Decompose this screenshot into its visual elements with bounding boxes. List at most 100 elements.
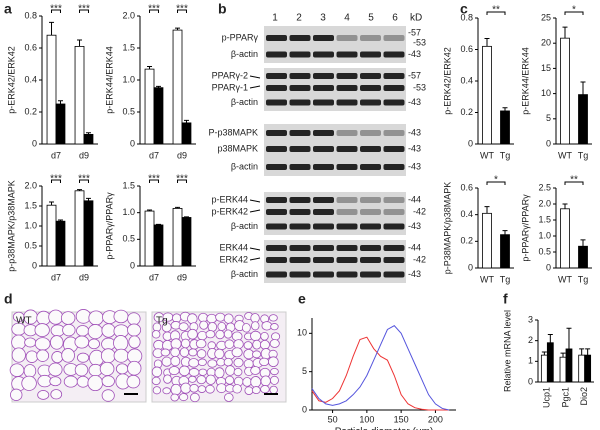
- y-tick-label: 0: [546, 138, 551, 148]
- y-tick-label: 1.5: [122, 180, 135, 190]
- adipocyte: [162, 387, 171, 395]
- bar: [500, 110, 510, 145]
- y-tick-label: 0.6: [460, 44, 473, 54]
- adipocyte: [224, 393, 234, 402]
- y-tick-label: 2: [528, 335, 533, 345]
- y-tick-label: 0.5: [24, 240, 37, 250]
- error-bar: [502, 230, 508, 235]
- blot-band: [336, 146, 358, 152]
- row-label: p38MAPK: [217, 143, 258, 153]
- bar: [181, 122, 192, 145]
- row-label: PPARγ-2: [212, 70, 248, 80]
- y-tick-label: 1: [528, 356, 533, 366]
- significance-label: **: [492, 5, 500, 16]
- error-bar: [147, 66, 153, 70]
- x-tick-label: Pgc1: [560, 387, 570, 408]
- unit-label: kD: [410, 13, 422, 24]
- adipocyte: [87, 338, 101, 350]
- bar: [578, 245, 588, 269]
- row-label: p-ERK44: [211, 194, 248, 204]
- error-bar: [175, 27, 181, 31]
- marker-label: -43: [408, 221, 421, 231]
- adipocyte: [161, 356, 172, 367]
- marker-label: -44: [408, 194, 421, 204]
- error-bar: [541, 351, 547, 356]
- adipocyte: [34, 323, 50, 338]
- error-bar: [579, 348, 585, 356]
- blot-band: [266, 130, 287, 136]
- blot-band: [266, 146, 287, 152]
- y-tick-label: 2.0: [538, 198, 551, 208]
- row-label: p-ERK42: [211, 206, 248, 216]
- panel-letter: c: [460, 1, 468, 17]
- blot-band: [313, 85, 334, 91]
- bar: [172, 29, 183, 145]
- panel-letter: e: [298, 291, 306, 307]
- bar: [559, 356, 567, 383]
- blot-band: [336, 35, 358, 41]
- bar: [565, 348, 573, 383]
- adipocyte: [170, 383, 182, 396]
- y-axis-label: p-PPARγ/PPARγ: [520, 194, 530, 262]
- blot-band: [336, 164, 358, 170]
- bar: [46, 34, 57, 145]
- y-tick-label: 0.4: [24, 74, 37, 84]
- blot-band: [383, 85, 405, 91]
- adipocyte: [231, 347, 243, 358]
- adipocyte: [113, 309, 129, 324]
- adipocyte: [205, 374, 216, 385]
- y-tick-label: 1.0: [122, 74, 135, 84]
- error-bar: [580, 81, 586, 95]
- adipocyte: [223, 313, 234, 324]
- error-bar: [175, 206, 181, 209]
- lane-label: 4: [344, 13, 350, 24]
- lane-label: 6: [392, 13, 398, 24]
- blot-strip: [264, 192, 406, 235]
- adipocyte: [196, 375, 207, 385]
- y-tick-label: 0: [468, 138, 473, 148]
- adipocyte: [170, 347, 180, 358]
- y-tick-label: 1.5: [122, 42, 135, 52]
- blot-band: [289, 257, 311, 263]
- adipocyte: [62, 323, 76, 337]
- x-tick-label: d7: [51, 272, 61, 282]
- adipocyte: [232, 384, 242, 394]
- y-tick-label: 0: [546, 262, 551, 272]
- row-label: ERK44: [219, 242, 248, 252]
- error-bar: [560, 352, 566, 358]
- y-tick-label: 0.5: [122, 234, 135, 244]
- blot-band: [360, 271, 381, 278]
- blot-band: [360, 130, 381, 136]
- y-tick-label: 0.2: [24, 106, 37, 116]
- blot-band: [383, 257, 405, 263]
- marker-label: -53: [413, 37, 426, 47]
- row-label: β-actin: [231, 221, 258, 231]
- x-tick-label: d7: [149, 272, 159, 282]
- adipocyte: [205, 330, 216, 339]
- adipocyte: [180, 382, 192, 394]
- x-tick-label: Tg: [500, 150, 511, 160]
- bar: [153, 224, 164, 267]
- blot-band: [336, 130, 358, 136]
- adipocyte: [188, 375, 197, 383]
- significance-bracket: [51, 179, 61, 183]
- blot-band: [360, 146, 381, 152]
- x-tick-label: Ucp1: [542, 387, 552, 408]
- bar: [74, 190, 85, 267]
- adipocyte: [190, 392, 200, 403]
- error-bar: [484, 206, 490, 214]
- adipocyte: [224, 339, 235, 349]
- bar: [546, 342, 554, 383]
- adipocyte: [170, 338, 182, 350]
- adipocyte: [9, 363, 25, 377]
- blot-band: [313, 99, 334, 106]
- y-tick-label: 20: [541, 38, 551, 48]
- adipocyte: [87, 374, 104, 392]
- y-tick-label: 0: [32, 260, 37, 270]
- adipocyte: [48, 309, 64, 325]
- adipocyte: [271, 332, 281, 341]
- row-label: β-actin: [231, 269, 258, 279]
- blot-band: [266, 271, 287, 278]
- adipocyte: [252, 350, 262, 359]
- adipocyte: [99, 361, 115, 376]
